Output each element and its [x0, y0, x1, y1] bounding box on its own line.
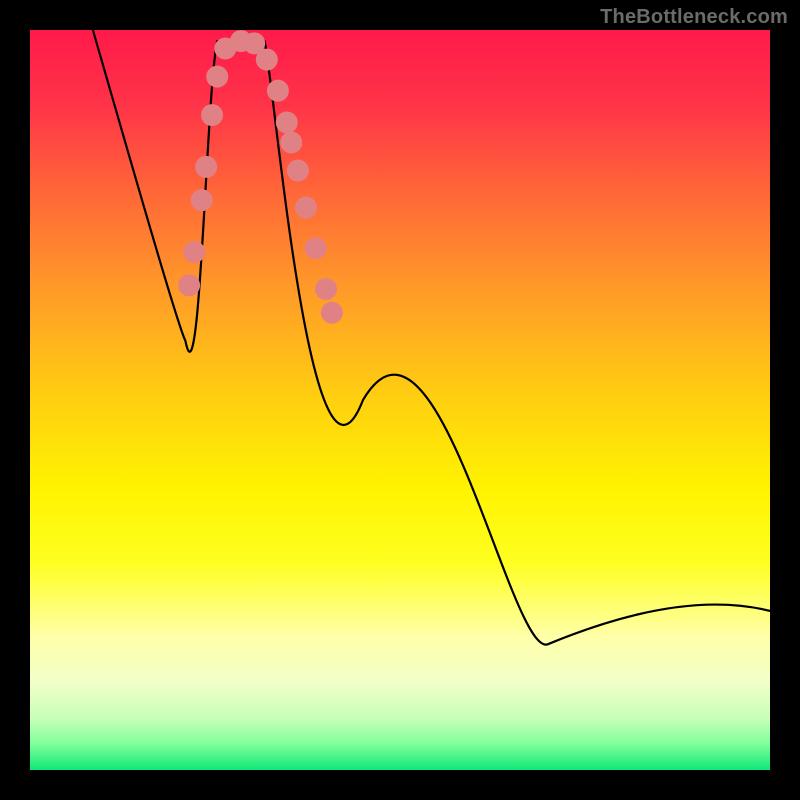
data-point: [183, 241, 205, 263]
data-point: [267, 80, 289, 102]
data-point: [256, 49, 278, 71]
data-point: [195, 156, 217, 178]
data-point: [315, 278, 337, 300]
data-point: [191, 189, 213, 211]
chart-container: TheBottleneck.com: [0, 0, 800, 800]
data-point: [321, 302, 343, 324]
data-point: [276, 112, 298, 134]
watermark-text: TheBottleneck.com: [600, 6, 788, 29]
data-point: [295, 197, 317, 219]
data-point: [178, 274, 200, 296]
data-point: [280, 131, 302, 153]
plot-area: [30, 30, 770, 770]
data-point: [201, 104, 223, 126]
data-point: [206, 66, 228, 88]
chart-svg: [30, 30, 770, 770]
gradient-background: [30, 30, 770, 770]
data-point: [287, 160, 309, 182]
data-point: [305, 237, 327, 259]
